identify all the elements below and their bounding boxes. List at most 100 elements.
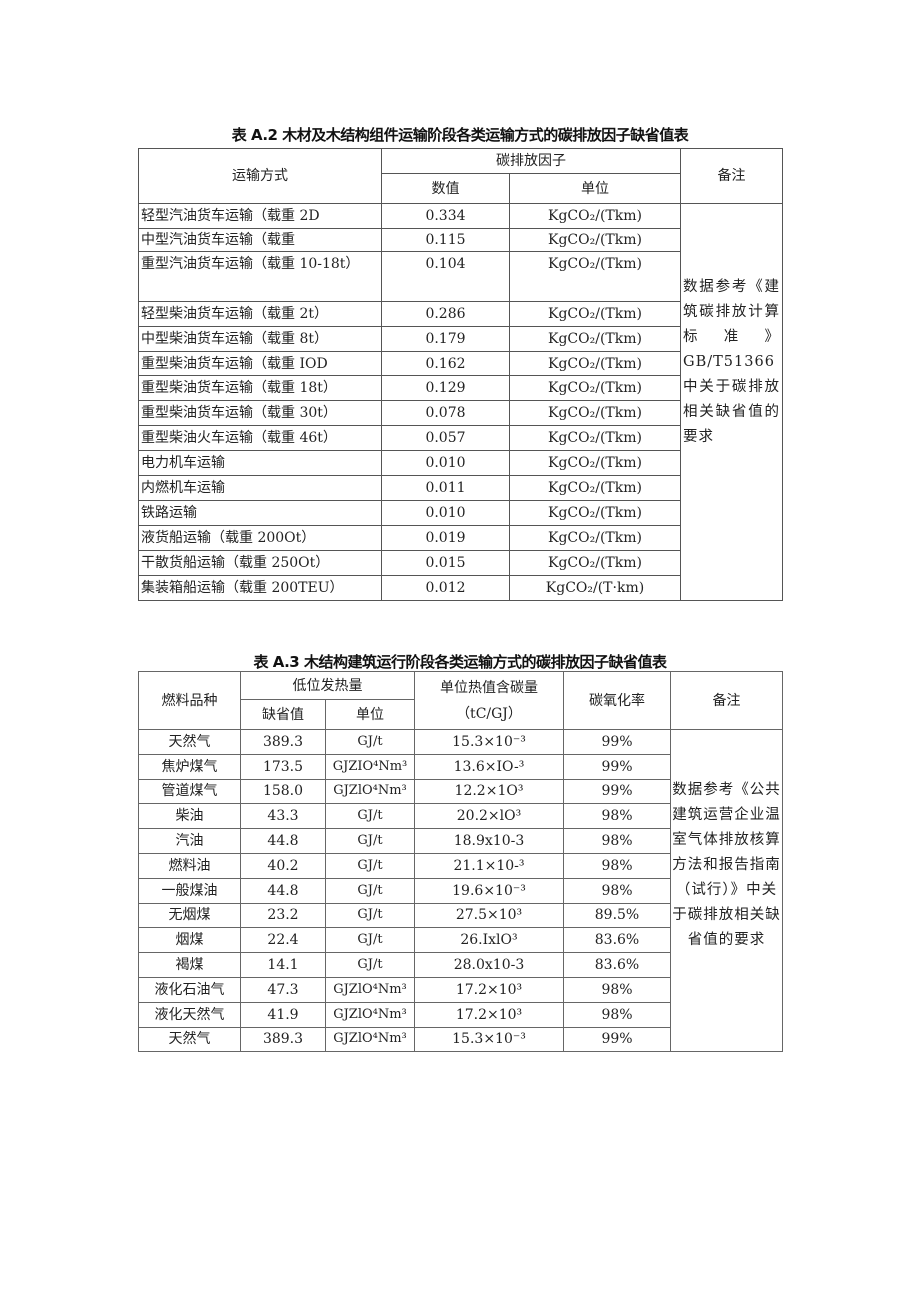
oxidation-cell: 98% [563, 828, 671, 854]
default-cell: 43.3 [240, 803, 326, 830]
oxidation-cell: 99% [563, 729, 671, 755]
mode-cell: 铁路运输 [138, 500, 382, 526]
header-heat: 低位发热量 [240, 671, 415, 700]
fuel-cell: 液化石油气 [138, 976, 241, 1003]
table-row: 铁路运输 0.010 KgCO₂/(Tkm) [138, 500, 783, 526]
table-row: 一般煤油 44.8 GJ/t 19.6×10⁻³ 98% [138, 877, 783, 904]
header-remark: 备注 [680, 148, 783, 204]
header-fuel: 燃料品种 [138, 671, 241, 730]
header-carbon: 单位热值含碳量（tC/GJ） [414, 671, 564, 730]
oxidation-cell: 83.6% [563, 952, 671, 978]
value-cell: 0.286 [381, 301, 510, 327]
unit-cell: GJ/t [325, 828, 415, 854]
value-cell: 0.010 [381, 450, 510, 476]
unit-cell: KgCO₂/(Tkm) [509, 525, 681, 551]
table-row: 液化石油气 47.3 GJZlO⁴Nm³ 17.2×10³ 98% [138, 976, 783, 1003]
fuel-cell: 褐煤 [138, 952, 241, 978]
mode-cell: 重型柴油火车运输（载重 46t） [138, 425, 382, 451]
default-cell: 389.3 [240, 1026, 326, 1053]
oxidation-cell: 99% [563, 753, 671, 780]
table-row: 重型柴油火车运输（载重 46t） 0.057 KgCO₂/(Tkm) [138, 425, 783, 451]
default-cell: 23.2 [240, 902, 326, 929]
fuel-cell: 焦炉煤气 [138, 753, 241, 780]
unit-cell: KgCO₂/(Tkm) [509, 375, 681, 401]
unit-cell: KgCO₂/(Tkm) [509, 228, 681, 252]
unit-cell: KgCO₂/(T·km) [509, 575, 681, 601]
table-a2-title: 表 A.2 木材及木结构组件运输阶段各类运输方式的碳排放因子缺省值表 [231, 126, 689, 144]
unit-cell: GJ/t [325, 902, 415, 929]
carbon-cell: 28.0x10-3 [414, 952, 564, 978]
carbon-cell: 21.1×10-³ [414, 852, 564, 879]
table-row: 液化天然气 41.9 GJZlO⁴Nm³ 17.2×10³ 98% [138, 1001, 783, 1028]
table-row: 中型汽油货车运输（载重 0.115 KgCO₂/(Tkm) [138, 228, 783, 252]
header-factor: 碳排放因子 [381, 148, 681, 174]
default-cell: 14.1 [240, 952, 326, 978]
table-row: 重型柴油货车运输（载重 IOD 0.162 KgCO₂/(Tkm) [138, 351, 783, 376]
oxidation-cell: 98% [563, 852, 671, 879]
oxidation-cell: 98% [563, 803, 671, 830]
fuel-cell: 一般煤油 [138, 877, 241, 904]
remark-cell: 数据参考《建筑碳排放计算标 准 》GB/T51366 中关于碳排放相关缺省值的要… [680, 203, 783, 601]
fuel-cell: 无烟煤 [138, 902, 241, 929]
oxidation-cell: 98% [563, 877, 671, 904]
unit-cell: KgCO₂/(Tkm) [509, 475, 681, 501]
default-cell: 44.8 [240, 828, 326, 854]
value-cell: 0.010 [381, 500, 510, 526]
carbon-cell: 12.2×1O³ [414, 778, 564, 805]
fuel-cell: 液化天然气 [138, 1001, 241, 1028]
unit-cell: KgCO₂/(Tkm) [509, 351, 681, 376]
unit-cell: GJ/t [325, 803, 415, 830]
table-row: 烟煤 22.4 GJ/t 26.IxlO³ 83.6% [138, 927, 783, 954]
table-a3-title: 表 A.3 木结构建筑运行阶段各类运输方式的碳排放因子缺省值表 [253, 653, 667, 671]
default-cell: 41.9 [240, 1001, 326, 1028]
carbon-cell: 18.9x10-3 [414, 828, 564, 854]
unit-cell: GJ/t [325, 952, 415, 978]
carbon-cell: 13.6×IO-³ [414, 753, 564, 780]
header-unit: 单位 [509, 173, 681, 204]
value-cell: 0.179 [381, 326, 510, 352]
table-row: 柴油 43.3 GJ/t 20.2×lO³ 98% [138, 803, 783, 830]
table-row: 重型柴油货车运输（载重 30t） 0.078 KgCO₂/(Tkm) [138, 400, 783, 426]
fuel-cell: 燃料油 [138, 852, 241, 879]
header-oxidation: 碳氧化率 [563, 671, 671, 730]
oxidation-cell: 99% [563, 1026, 671, 1053]
oxidation-cell: 89.5% [563, 902, 671, 929]
table-row: 中型柴油货车运输（载重 8t） 0.179 KgCO₂/(Tkm) [138, 326, 783, 352]
header-default: 缺省值 [240, 699, 326, 730]
unit-cell: GJ/t [325, 852, 415, 879]
oxidation-cell: 83.6% [563, 927, 671, 954]
table-row: 内燃机车运输 0.011 KgCO₂/(Tkm) [138, 475, 783, 501]
unit-cell: GJZlO⁴Nm³ [325, 976, 415, 1003]
table-row: 汽油 44.8 GJ/t 18.9x10-3 98% [138, 828, 783, 854]
default-cell: 22.4 [240, 927, 326, 954]
carbon-cell: 15.3×10⁻³ [414, 729, 564, 755]
default-cell: 158.0 [240, 778, 326, 805]
mode-cell: 重型柴油货车运输（载重 IOD [138, 351, 382, 376]
fuel-cell: 天然气 [138, 729, 241, 755]
value-cell: 0.011 [381, 475, 510, 501]
value-cell: 0.078 [381, 400, 510, 426]
fuel-cell: 管道煤气 [138, 778, 241, 805]
mode-cell: 液货船运输（载重 200Ot） [138, 525, 382, 551]
mode-cell: 中型柴油货车运输（载重 8t） [138, 326, 382, 352]
mode-cell: 集装箱船运输（载重 200TEU） [138, 575, 382, 601]
carbon-cell: 26.IxlO³ [414, 927, 564, 954]
table-row: 管道煤气 158.0 GJZlO⁴Nm³ 12.2×1O³ 99% [138, 778, 783, 805]
value-cell: 0.057 [381, 425, 510, 451]
default-cell: 40.2 [240, 852, 326, 879]
table-row: 集装箱船运输（载重 200TEU） 0.012 KgCO₂/(T·km) [138, 575, 783, 601]
table-row: 轻型汽油货车运输（载重 2D 0.334 KgCO₂/(Tkm) 数据参考《建筑碳排放… [138, 203, 783, 601]
table-row: 天然气 389.3 GJZlO⁴Nm³ 15.3×10⁻³ 99% [138, 1026, 783, 1053]
value-cell: 0.334 [381, 203, 510, 229]
unit-cell: KgCO₂/(Tkm) [509, 203, 681, 229]
fuel-cell: 柴油 [138, 803, 241, 830]
table-row: 无烟煤 23.2 GJ/t 27.5×10³ 89.5% [138, 902, 783, 929]
value-cell: 0.012 [381, 575, 510, 601]
table-row: 焦炉煤气 173.5 GJZIO⁴Nm³ 13.6×IO-³ 99% [138, 753, 783, 780]
table-row: 重型柴油货车运输（载重 18t） 0.129 KgCO₂/(Tkm) [138, 375, 783, 401]
unit-cell: KgCO₂/(Tkm) [509, 251, 681, 302]
unit-cell: GJZlO⁴Nm³ [325, 1026, 415, 1053]
oxidation-cell: 99% [563, 778, 671, 805]
unit-cell: KgCO₂/(Tkm) [509, 500, 681, 526]
mode-cell: 重型柴油货车运输（载重 30t） [138, 400, 382, 426]
